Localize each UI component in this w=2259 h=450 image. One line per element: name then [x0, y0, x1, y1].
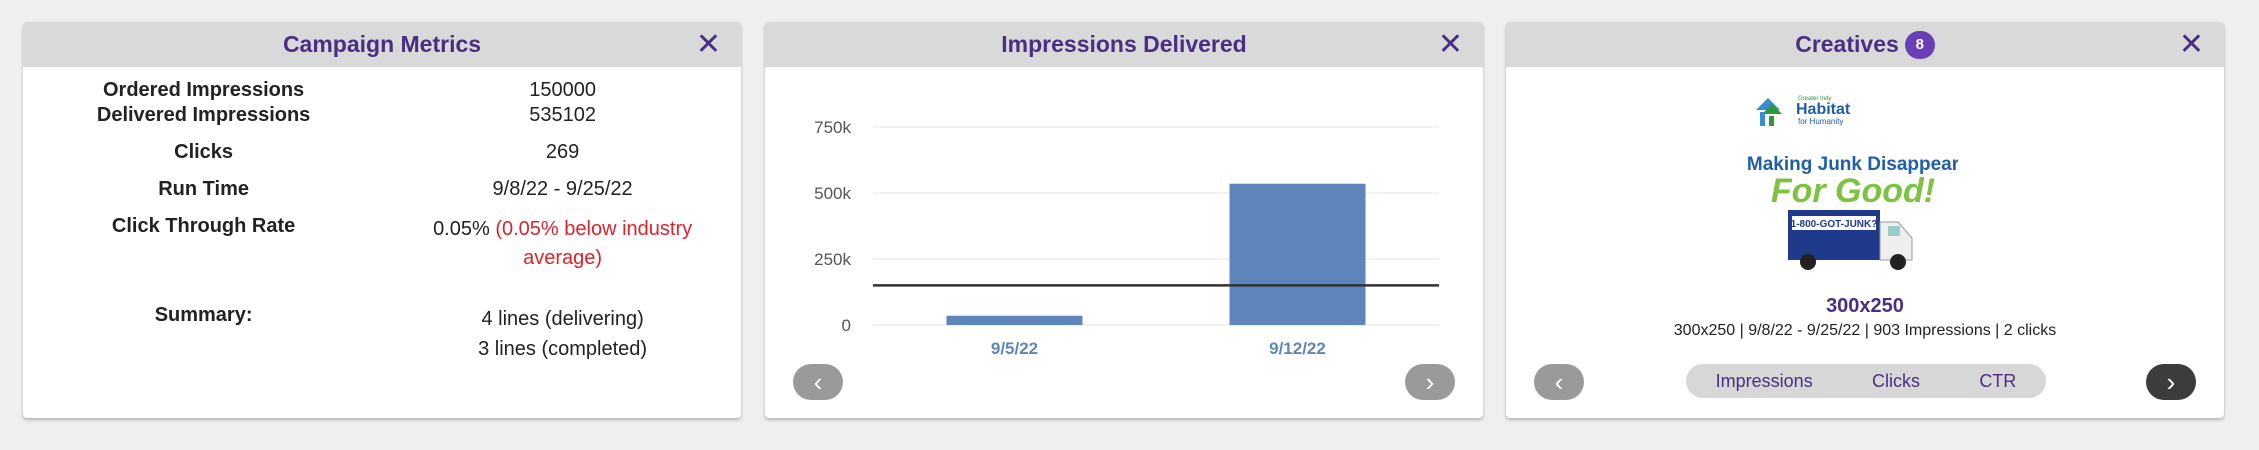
y-tick-label: 250k	[814, 250, 851, 269]
y-tick-label: 750k	[814, 118, 851, 137]
ctr-note: (0.05% below industry	[495, 218, 693, 240]
metric-value: 535102	[529, 104, 596, 126]
metric-label: Ordered Impressions	[103, 79, 305, 101]
impressions-chart: 0 250k 500k 750k 9/5/22 9/12/22 Week	[814, 118, 1439, 367]
metric-value: 9/8/22 - 9/25/22	[492, 178, 633, 200]
metric-value: 150000	[529, 79, 596, 101]
tab-impressions[interactable]: Impressions	[1715, 370, 1813, 391]
tab-ctr[interactable]: CTR	[1979, 370, 2017, 391]
tab-clicks[interactable]: Clicks	[1872, 370, 1920, 391]
chevron-right-icon: ›	[1425, 366, 1435, 397]
ctr-percent: 0.05%	[433, 218, 490, 240]
ctr-note: average)	[523, 247, 603, 269]
card-header: Creatives 8 ✕	[1506, 22, 2224, 67]
summary-label: Summary:	[154, 304, 253, 326]
summary-line: 4 lines (delivering)	[481, 308, 644, 330]
creatives-title: Creatives	[1795, 31, 1899, 57]
card-title: Impressions Delivered	[1001, 31, 1247, 57]
habitat-logo: Greater Indy Habitat for Humanity	[1756, 96, 1851, 126]
campaign-metrics-card: Campaign Metrics ✕ Ordered Impressions 15…	[23, 22, 741, 418]
close-icon[interactable]: ✕	[695, 28, 721, 61]
truck-illustration: 1-800-GOT-JUNK?	[1788, 210, 1913, 270]
card-header: Campaign Metrics ✕	[23, 22, 741, 67]
chevron-right-icon: ›	[2166, 366, 2176, 397]
chart-bar	[1229, 183, 1366, 325]
chevron-left-icon: ‹	[813, 366, 823, 397]
chevron-left-icon: ‹	[1554, 366, 1564, 397]
y-tick-label: 0	[842, 316, 851, 335]
ctr-value: 0.05% (0.05% below industry average)	[384, 215, 741, 304]
x-tick-label: 9/5/22	[991, 339, 1038, 358]
creative-details: 300x250 | 9/8/22 - 9/25/22 | 903 Impress…	[1673, 322, 2057, 339]
creatives-card: Creatives 8 ✕ Greater Indy Habitat for H…	[1506, 22, 2224, 418]
y-tick-label: 500k	[814, 184, 851, 203]
x-tick-label: 9/12/22	[1269, 339, 1326, 358]
close-icon[interactable]: ✕	[2178, 28, 2204, 61]
x-axis-label: Week	[1131, 365, 1181, 367]
metric-label: Clicks	[174, 141, 234, 163]
chart-bar	[946, 315, 1083, 325]
ad-headline: Making Junk Disappear	[1748, 154, 1958, 175]
card-title: Creatives 8	[1795, 30, 1935, 59]
prev-creative-button[interactable]: ‹	[1534, 364, 1584, 400]
metrics-table: Ordered Impressions 150000 Delivered Impr…	[23, 67, 741, 364]
card-title: Campaign Metrics	[282, 31, 482, 57]
metric-label: Delivered Impressions	[96, 104, 311, 126]
summary-line: 3 lines (completed)	[478, 338, 648, 360]
creative-ad-image[interactable]: Greater Indy Habitat for Humanity Making…	[1748, 92, 1958, 302]
prev-page-button[interactable]: ‹	[793, 364, 843, 400]
metric-value: 269	[545, 141, 580, 163]
next-page-button[interactable]: ›	[1405, 364, 1455, 400]
close-icon[interactable]: ✕	[1437, 28, 1463, 61]
next-creative-button[interactable]: ›	[2146, 364, 2196, 400]
logo-small-text: Greater Indy	[1798, 96, 1831, 102]
card-header: Impressions Delivered ✕	[765, 22, 1483, 67]
truck-text: 1-800-GOT-JUNK?	[1791, 219, 1878, 230]
ctr-label: Click Through Rate	[111, 215, 296, 237]
impressions-delivered-card: Impressions Delivered ✕ 0 250k 500k 750k 9/5…	[765, 22, 1483, 418]
ad-tagline: For Good!	[1771, 172, 1935, 210]
creatives-count-badge: 8	[1904, 30, 1935, 59]
metric-label: Run Time	[158, 178, 249, 200]
logo-subname: for Humanity	[1798, 117, 1843, 126]
creative-size-label: 300x250	[1826, 295, 1904, 317]
logo-name: Habitat	[1796, 101, 1851, 118]
summary-value: 4 lines (delivering) 3 lines (completed)	[384, 304, 741, 364]
creative-metric-tabs: Impressions Clicks CTR	[1686, 364, 2046, 398]
